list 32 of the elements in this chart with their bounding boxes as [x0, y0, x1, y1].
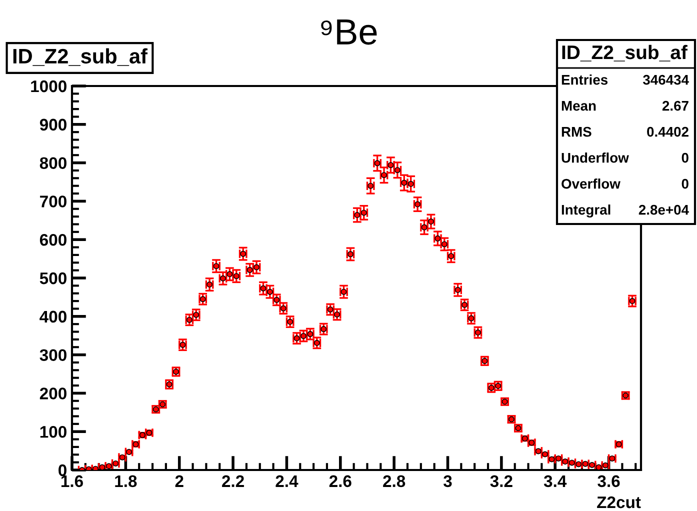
text: Underflow 0	[562, 152, 688, 163]
x-tick-label: 1.8	[115, 475, 137, 488]
x-tick-label: 3	[444, 475, 452, 488]
text: RMS 0.4402	[562, 126, 688, 137]
x-tick-label: 2.2	[222, 475, 244, 487]
text: Integral 2.8e+04	[562, 204, 689, 218]
x-tick-label: 2.4	[276, 475, 298, 487]
y-tick-label: 100	[40, 426, 66, 438]
text: ID_Z2_sub_af	[13, 48, 148, 66]
y-tick-label: 700	[40, 196, 66, 208]
y-tick-label: 500	[40, 272, 66, 284]
text: Overflow 0	[562, 178, 688, 189]
x-tick-label: 3.6	[598, 475, 620, 488]
y-tick-label: 1000	[31, 80, 66, 92]
x-tick-label: 3.2	[490, 475, 512, 488]
x-tick-label: 1.6	[61, 475, 83, 488]
y-tick-label: 300	[40, 349, 66, 362]
y-tick-label: 600	[40, 234, 66, 246]
y-tick-label: 200	[40, 388, 66, 400]
text: Entries 346434	[562, 74, 689, 85]
y-tick-label: 0	[58, 464, 66, 476]
x-tick-label: 3.4	[544, 475, 567, 488]
y-tick-label: 800	[40, 157, 66, 170]
x-tick-label: 2.8	[383, 475, 406, 488]
text: Mean 2.67	[562, 100, 688, 111]
y-tick-label: 400	[40, 310, 66, 323]
chart-title: ⁹Be	[321, 19, 377, 45]
x-tick-label: 2	[175, 475, 184, 487]
text: ID_Z2_sub_af	[562, 44, 688, 62]
x-axis-title: Z2cut	[597, 496, 641, 508]
y-tick-label: 900	[40, 118, 66, 131]
x-tick-label: 2.6	[329, 475, 352, 488]
